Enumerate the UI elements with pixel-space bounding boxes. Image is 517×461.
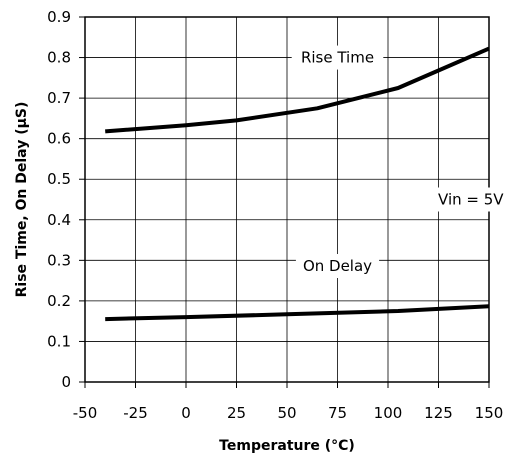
annotations: Rise Time On Delay Vin = 5V — [291, 45, 513, 279]
x-tick-label: 0 — [181, 404, 191, 422]
y-tick-label: 0.7 — [47, 89, 71, 107]
on-delay-label-bg — [295, 254, 380, 279]
ticks — [79, 16, 490, 388]
y-tick-label: 0.2 — [47, 292, 71, 310]
y-tick-label: 0.9 — [47, 8, 71, 26]
rise-time-label: Rise Time — [301, 49, 374, 67]
vin-5v-label-bg — [429, 187, 513, 212]
x-tick-label: -50 — [73, 404, 98, 422]
rise-time-label-bg — [291, 45, 384, 70]
x-tick-label: -25 — [123, 404, 148, 422]
y-tick-label: 0.3 — [47, 251, 71, 269]
y-tick-label: 0.1 — [47, 332, 71, 350]
x-tick-label: 25 — [227, 404, 246, 422]
x-tick-label: 150 — [475, 404, 504, 422]
y-tick-label: 0 — [61, 373, 71, 391]
tick-labels: -50 -25 0 25 50 75 100 125 150 0 0.1 0.2 0.3 0.4 0.5 0.… — [47, 8, 503, 422]
rise-time-line — [105, 46, 490, 134]
y-tick-label: 0.5 — [47, 170, 71, 188]
x-tick-label: 50 — [277, 404, 296, 422]
x-tick-label: 100 — [374, 404, 403, 422]
x-tick-label: 125 — [424, 404, 453, 422]
grid — [85, 17, 489, 382]
y-tick-label: 0.6 — [47, 130, 71, 148]
y-axis-title: Rise Time, On Delay (µS) — [14, 102, 30, 298]
x-tick-label: 75 — [328, 404, 347, 422]
y-tick-label: 0.4 — [47, 211, 71, 229]
y-tick-label: 0.8 — [47, 49, 71, 67]
x-axis-title: Temperature (°C) — [219, 438, 355, 454]
series-lines — [105, 46, 490, 322]
on-delay-line — [105, 304, 490, 322]
on-delay-label: On Delay — [303, 257, 372, 275]
vin-5v-label: Vin = 5V — [438, 191, 504, 209]
